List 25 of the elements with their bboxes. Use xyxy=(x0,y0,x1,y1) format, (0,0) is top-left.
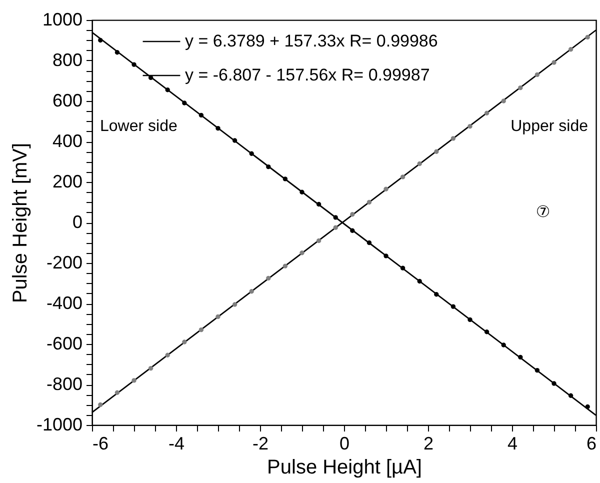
y-tick-label: 600 xyxy=(52,90,82,110)
annotation: Upper side xyxy=(510,118,588,135)
x-tick-label: 6 xyxy=(586,434,596,454)
y-tick-label: -1000 xyxy=(36,414,82,434)
legend-label: y = -6.807 - 157.56x R= 0.99987 xyxy=(185,66,430,84)
x-tick-label: 4 xyxy=(507,434,518,454)
annotation: ⑦ xyxy=(536,204,550,221)
y-tick-label: -400 xyxy=(46,293,82,313)
y-tick-label: 400 xyxy=(52,131,82,151)
y-tick-label: -800 xyxy=(46,374,82,394)
annotation: Lower side xyxy=(100,118,178,135)
y-tick-label: -600 xyxy=(46,334,82,354)
y-tick-label: 0 xyxy=(72,212,82,232)
y-axis-title: Pulse Height [mV] xyxy=(9,142,32,304)
y-tick-label: -200 xyxy=(46,252,82,272)
x-tick-label: 2 xyxy=(423,434,434,454)
x-tick-label: -2 xyxy=(252,434,269,454)
y-tick-label: 800 xyxy=(52,50,82,70)
x-tick-label: -6 xyxy=(92,434,109,454)
x-tick-label: 0 xyxy=(339,434,350,454)
y-tick-label: 200 xyxy=(52,172,82,192)
y-tick-label: 1000 xyxy=(42,10,82,30)
x-tick-label: -4 xyxy=(168,434,185,454)
x-axis-title: Pulse Height [µA] xyxy=(267,456,422,478)
legend-label: y = 6.3789 + 157.33x R= 0.99986 xyxy=(185,32,438,50)
